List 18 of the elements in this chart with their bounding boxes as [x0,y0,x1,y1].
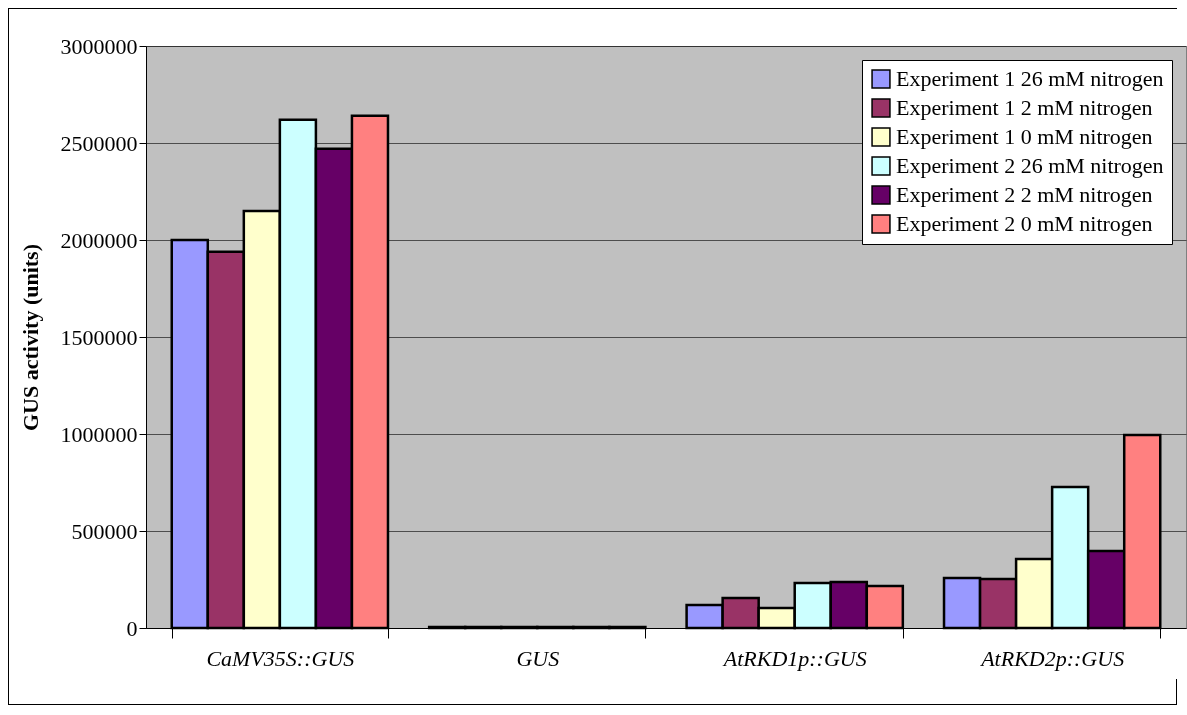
y-tick-label: 2500000 [60,130,138,156]
y-tick-label: 2000000 [60,227,138,253]
legend-label: Experiment 2 26 mM nitrogen [896,153,1164,178]
y-tick-label: 500000 [71,518,138,544]
x-tick-label: AtRKD1p::GUS [721,645,867,671]
x-tick-label: CaMV35S::GUS [206,645,355,671]
y-tick-label: 3000000 [60,33,138,59]
y-tick-label: 1000000 [60,421,138,447]
y-tick-label: 0 [126,615,138,641]
legend-label: Experiment 1 2 mM nitrogen [896,95,1153,120]
y-axis-title: GUS activity (units) [17,244,43,431]
legend-label: Experiment 2 0 mM nitrogen [896,211,1153,236]
x-tick-label: AtRKD2p::GUS [979,645,1125,671]
legend-label: Experiment 2 2 mM nitrogen [896,182,1153,207]
y-tick-label: 1500000 [60,324,138,350]
legend-label: Experiment 1 0 mM nitrogen [896,124,1153,149]
legend-label: Experiment 1 26 mM nitrogen [896,66,1164,91]
x-tick-label: GUS [516,645,560,671]
